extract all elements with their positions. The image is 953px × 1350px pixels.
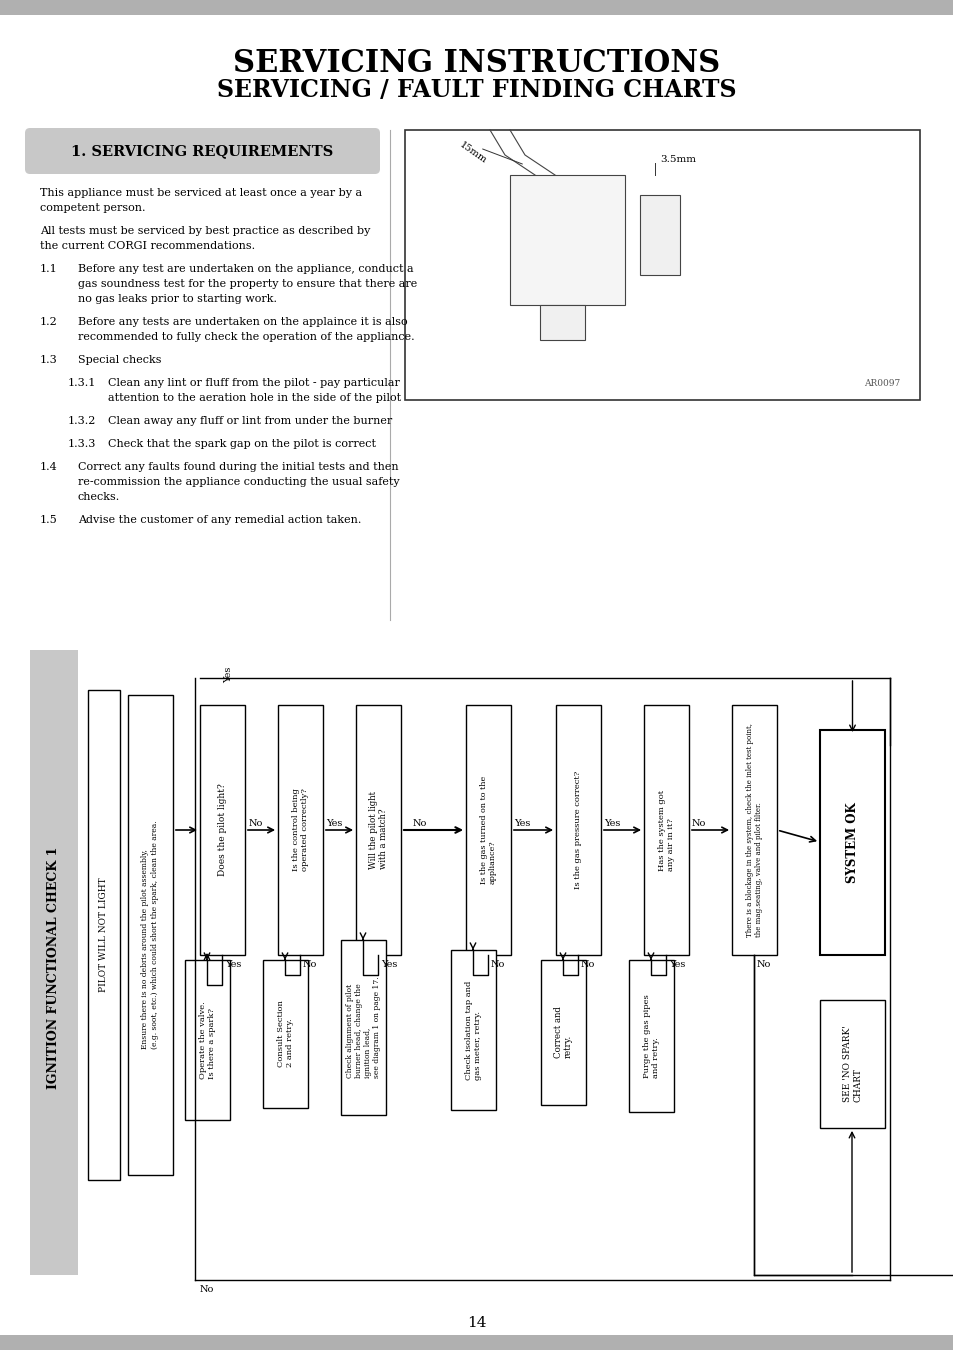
Text: SYSTEM OK: SYSTEM OK [845,802,858,883]
Text: Yes: Yes [225,960,241,969]
Bar [451,950,496,1110]
Bar [639,194,679,275]
Text: No: No [757,960,771,969]
Text: 14: 14 [467,1316,486,1330]
Bar [643,705,688,954]
Bar [0,0,953,15]
Text: attention to the aeration hole in the side of the pilot: attention to the aeration hole in the si… [108,393,400,404]
Text: Special checks: Special checks [78,355,161,364]
Text: 1.5: 1.5 [40,514,58,525]
Text: 1.3: 1.3 [40,355,58,364]
Text: All tests must be serviced by best practice as described by: All tests must be serviced by best pract… [40,225,370,236]
Text: SERVICING INSTRUCTIONS: SERVICING INSTRUCTIONS [233,49,720,80]
Text: Ensure there is no debris around the pilot assembly,
(e.g. soot, etc.) which cou: Ensure there is no debris around the pil… [141,821,158,1049]
Text: recommended to fully check the operation of the appliance.: recommended to fully check the operation… [78,332,415,342]
Text: Clean away any fluff or lint from under the burner: Clean away any fluff or lint from under … [108,416,392,427]
Text: competent person.: competent person. [40,202,146,213]
Text: Check isolation tap and
gas meter, retry.: Check isolation tap and gas meter, retry… [464,980,481,1080]
Text: no gas leaks prior to starting work.: no gas leaks prior to starting work. [78,294,276,304]
Text: 1.3.3: 1.3.3 [68,439,96,450]
Text: No: No [491,960,505,969]
Text: Check alignment of pilot
burner head, change the
ignition lead,
see diagram 1 on: Check alignment of pilot burner head, ch… [345,976,381,1079]
Text: Correct and
retry.: Correct and retry. [554,1007,573,1058]
Text: Correct any faults found during the initial tests and then: Correct any faults found during the init… [78,462,398,472]
Text: Yes: Yes [224,667,233,683]
Text: Operate the valve.
Is there a spark?: Operate the valve. Is there a spark? [198,1002,216,1079]
Bar [820,730,884,954]
Text: 1.1: 1.1 [40,265,58,274]
FancyBboxPatch shape [25,128,379,174]
Text: Purge the gas pipes
and retry.: Purge the gas pipes and retry. [642,994,659,1077]
Text: 3.5mm: 3.5mm [659,155,696,163]
Text: Before any test are undertaken on the appliance, conduct a: Before any test are undertaken on the ap… [78,265,414,274]
Text: 1. SERVICING REQUIREMENTS: 1. SERVICING REQUIREMENTS [71,144,333,158]
Text: the current CORGI recommendations.: the current CORGI recommendations. [40,242,254,251]
Text: Yes: Yes [514,819,530,828]
Text: Before any tests are undertaken on the applaince it is also: Before any tests are undertaken on the a… [78,317,407,327]
Bar [510,176,624,305]
Text: No: No [303,960,317,969]
Bar [200,705,245,954]
Text: Will the pilot light
with a match?: Will the pilot light with a match? [369,791,388,869]
Text: No: No [249,819,263,828]
Text: re-commission the appliance conducting the usual safety: re-commission the appliance conducting t… [78,477,399,487]
Text: This appliance must be serviced at least once a year by a: This appliance must be serviced at least… [40,188,362,198]
Bar [540,960,585,1106]
Bar [88,690,120,1180]
Bar [185,960,230,1120]
Text: No: No [413,819,427,828]
Text: 1.3.2: 1.3.2 [68,416,96,427]
Text: Advise the customer of any remedial action taken.: Advise the customer of any remedial acti… [78,514,361,525]
Text: Is the gas pressure correct?: Is the gas pressure correct? [574,771,582,890]
Bar [731,705,776,954]
Text: Yes: Yes [326,819,342,828]
Text: gas soundness test for the property to ensure that there are: gas soundness test for the property to e… [78,279,416,289]
Bar [30,649,78,1274]
Text: Consult Section
2 and retry.: Consult Section 2 and retry. [276,1000,294,1068]
Text: Is the gas turned on to the
appliance?: Is the gas turned on to the appliance? [479,776,497,884]
Text: Has the system got
any air in it?: Has the system got any air in it? [658,790,675,871]
Text: Yes: Yes [668,960,684,969]
Text: AR0097: AR0097 [862,379,899,387]
Text: Yes: Yes [380,960,397,969]
Text: No: No [200,1285,214,1295]
Bar [820,1000,884,1129]
Text: IGNITION FUNCTIONAL CHECK 1: IGNITION FUNCTIONAL CHECK 1 [48,846,60,1088]
Text: Clean any lint or fluff from the pilot - pay particular: Clean any lint or fluff from the pilot -… [108,378,399,387]
Text: No: No [691,819,705,828]
Text: Is the control being
operated correctly?: Is the control being operated correctly? [292,788,309,872]
Text: 1.3.1: 1.3.1 [68,378,96,387]
Bar [0,1335,953,1350]
Text: 1.2: 1.2 [40,317,58,327]
Bar [405,130,919,400]
Bar [340,940,386,1115]
Bar [556,705,600,954]
Text: 15mm: 15mm [457,140,488,165]
Text: No: No [580,960,595,969]
Text: 1.4: 1.4 [40,462,58,472]
Bar [465,705,511,954]
Bar [628,960,673,1112]
Bar [277,705,323,954]
Text: checks.: checks. [78,491,120,502]
Text: Does the pilot light?: Does the pilot light? [218,783,227,876]
Text: Yes: Yes [603,819,619,828]
Bar [539,305,584,340]
Text: PILOT WILL NOT LIGHT: PILOT WILL NOT LIGHT [99,878,109,992]
Text: SERVICING / FAULT FINDING CHARTS: SERVICING / FAULT FINDING CHARTS [217,78,736,103]
Text: Check that the spark gap on the pilot is correct: Check that the spark gap on the pilot is… [108,439,375,450]
Bar [263,960,308,1108]
Bar [128,695,172,1174]
Text: There is a blockage in the system, check the inlet test point,
the mag.seating, : There is a blockage in the system, check… [745,724,762,937]
Bar [355,705,400,954]
Text: SEE 'NO SPARK'
CHART: SEE 'NO SPARK' CHART [841,1026,862,1103]
